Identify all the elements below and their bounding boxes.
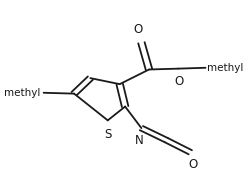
Text: methyl: methyl (207, 63, 243, 73)
Text: O: O (133, 23, 143, 36)
Text: O: O (188, 158, 198, 171)
Text: O: O (175, 75, 184, 88)
Text: N: N (135, 134, 144, 147)
Text: S: S (104, 128, 111, 141)
Text: methyl: methyl (3, 88, 40, 98)
